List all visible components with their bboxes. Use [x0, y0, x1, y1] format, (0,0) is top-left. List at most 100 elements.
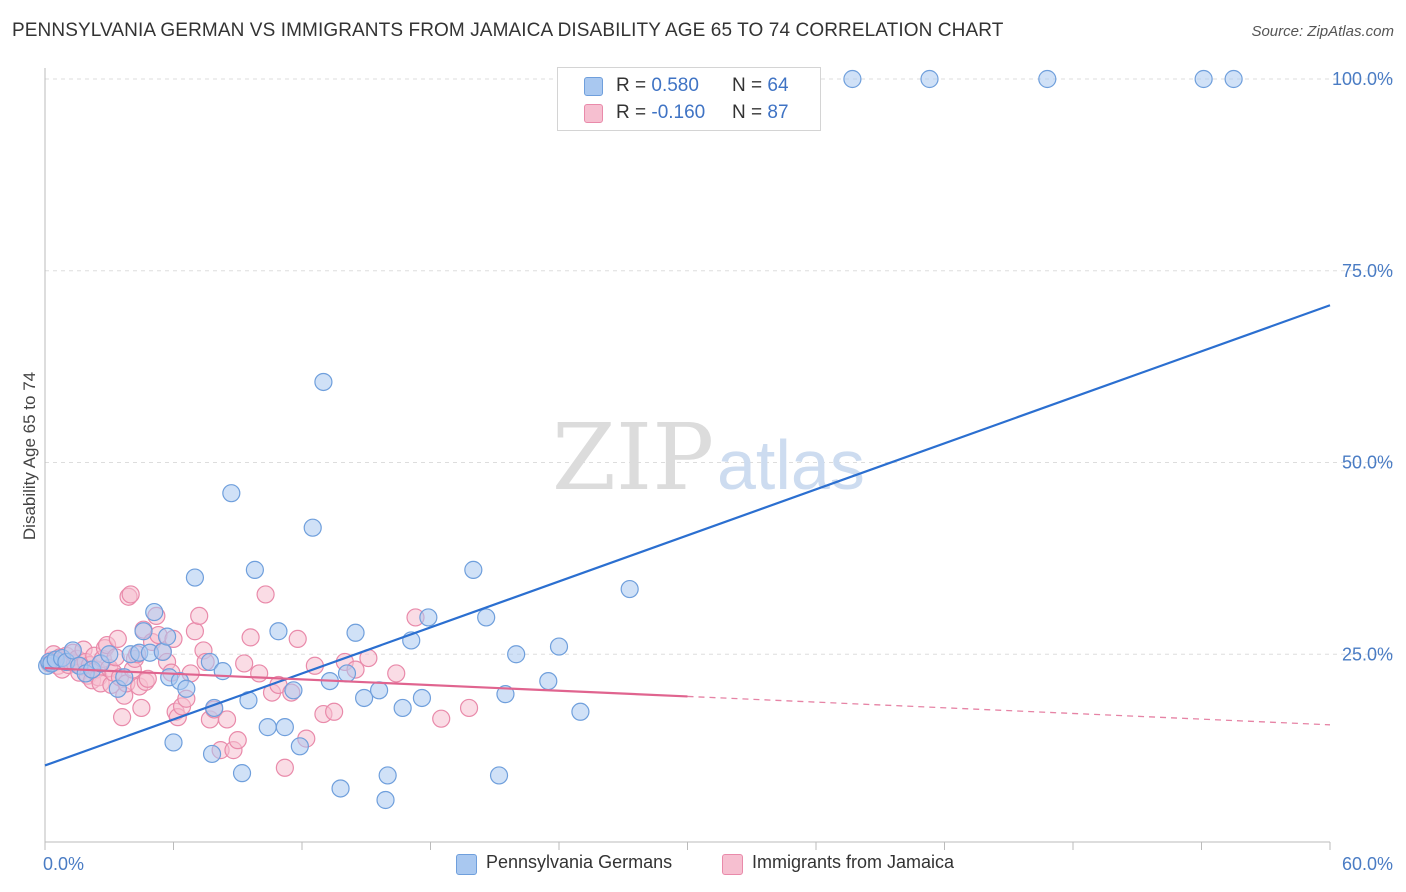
pennsylvania-point: [202, 744, 222, 764]
axis-layer: 25.0% 50.0% 75.0% 100.0% 0.0% 60.0%: [43, 68, 1393, 874]
legend-r: R = -0.160: [616, 102, 706, 123]
legend-r-value: -0.160: [651, 102, 706, 123]
pennsylvania-point: [177, 679, 196, 698]
jamaica-point: [325, 702, 344, 721]
pennsylvania-point: [412, 688, 432, 708]
legend-n-value: 87: [767, 102, 789, 123]
jamaica-point: [185, 622, 205, 641]
pennsylvania-point: [489, 766, 509, 785]
pennsylvania-point: [275, 718, 294, 737]
pennsylvania-point: [355, 688, 374, 708]
jamaica-point: [459, 698, 479, 718]
chart-title: PENNSYLVANIA GERMAN VS IMMIGRANTS FROM J…: [12, 20, 1004, 41]
jamaica-point: [241, 628, 260, 647]
watermark-atlas: atlas: [717, 426, 865, 504]
legend-r-value: 0.580: [651, 75, 699, 96]
pennsylvania-point: [1194, 69, 1213, 89]
pennsylvania-point: [63, 641, 82, 660]
pennsylvania-point: [376, 790, 395, 810]
jamaica-point: [256, 585, 275, 604]
pennsylvania-point: [507, 645, 526, 664]
legend-swatch-pink: [584, 104, 603, 123]
pennsylvania-point: [164, 733, 183, 752]
jamaica-point: [112, 708, 132, 727]
bottom-legend-label: Pennsylvania Germans: [486, 852, 673, 872]
jamaica-point: [228, 731, 247, 750]
jamaica-point: [275, 758, 294, 777]
pennsylvania-point: [100, 645, 119, 664]
pennsylvania-point: [185, 568, 205, 587]
y-tick-label: 50.0%: [1342, 453, 1393, 473]
pennsylvania-point: [549, 637, 569, 656]
pennsylvania-point: [200, 652, 220, 672]
jamaica-point: [108, 629, 127, 649]
pennsylvania-point: [145, 602, 164, 622]
y-tick-label: 25.0%: [1342, 644, 1393, 664]
pennsylvania-point: [232, 764, 252, 783]
jamaica-point: [217, 710, 237, 729]
jamaica-point: [132, 698, 151, 718]
jamaica-point: [190, 606, 209, 626]
pennsylvania-point: [269, 622, 288, 641]
pennsylvania-point: [153, 642, 172, 662]
pennsylvania-point: [464, 560, 483, 579]
jamaica-point: [235, 654, 254, 673]
bottom-legend-swatch-blue: [456, 854, 477, 875]
pennsylvania-point: [134, 622, 153, 641]
jamaica-point: [432, 709, 451, 728]
pennsylvania-points: [38, 69, 1243, 810]
pennsylvania-point: [920, 69, 939, 89]
watermark: ZIP atlas: [552, 404, 865, 511]
pennsylvania-point: [331, 779, 350, 798]
bottom-legend-swatch-pink: [722, 854, 743, 875]
pennsylvania-point: [303, 518, 322, 537]
pennsylvania-point: [245, 560, 264, 579]
legend-r: R = 0.580: [616, 75, 699, 96]
jamaica-point: [250, 664, 269, 683]
jamaica-point: [121, 585, 140, 604]
pennsylvania-point: [419, 608, 438, 627]
pennsylvania-trend-line: [44, 304, 1331, 767]
pennsylvania-point: [393, 698, 412, 718]
pennsylvania-point: [539, 671, 558, 691]
legend-swatch-blue: [584, 77, 603, 96]
pennsylvania-point: [290, 737, 309, 756]
pennsylvania-point: [115, 668, 134, 687]
pennsylvania-point: [1224, 69, 1243, 89]
pennsylvania-point: [346, 623, 365, 642]
y-tick-label: 75.0%: [1342, 261, 1393, 281]
jamaica-point: [138, 669, 157, 688]
legend-n: N = 87: [732, 102, 789, 123]
pennsylvania-point: [477, 608, 496, 627]
pennsylvania-point: [157, 627, 177, 646]
pennsylvania-point: [337, 664, 357, 683]
jamaica-trend-line-extrapolated: [687, 695, 1331, 726]
pennsylvania-point: [258, 718, 277, 737]
y-tick-label: 100.0%: [1332, 69, 1393, 89]
legend-n-value: 64: [767, 75, 789, 96]
pennsylvania-point: [1038, 69, 1057, 89]
y-axis-label: Disability Age 65 to 74: [20, 372, 39, 540]
watermark-zip: ZIP: [552, 404, 714, 511]
pennsylvania-point: [222, 484, 241, 503]
pennsylvania-point: [620, 579, 639, 599]
trend-lines: [44, 304, 1331, 767]
correlation-legend: R = 0.580 N = 64 R = -0.160 N = 87: [557, 67, 821, 131]
pennsylvania-point: [370, 681, 389, 700]
jamaica-trend-line: [44, 666, 688, 698]
source-label: Source: ZipAtlas.com: [1251, 23, 1394, 40]
pennsylvania-point: [378, 766, 397, 785]
x-tick-label: 0.0%: [43, 854, 84, 874]
pennsylvania-point: [314, 372, 333, 392]
x-tick-label: 60.0%: [1342, 854, 1393, 874]
jamaica-point: [288, 629, 307, 649]
pennsylvania-point: [571, 702, 590, 721]
jamaica-point: [387, 664, 406, 683]
pennsylvania-point: [843, 69, 862, 89]
pennsylvania-point: [284, 681, 303, 700]
bottom-legend-label: Immigrants from Jamaica: [752, 852, 955, 872]
legend-n: N = 64: [732, 75, 789, 96]
jamaica-points: [40, 585, 479, 777]
pennsylvania-point: [496, 685, 515, 704]
